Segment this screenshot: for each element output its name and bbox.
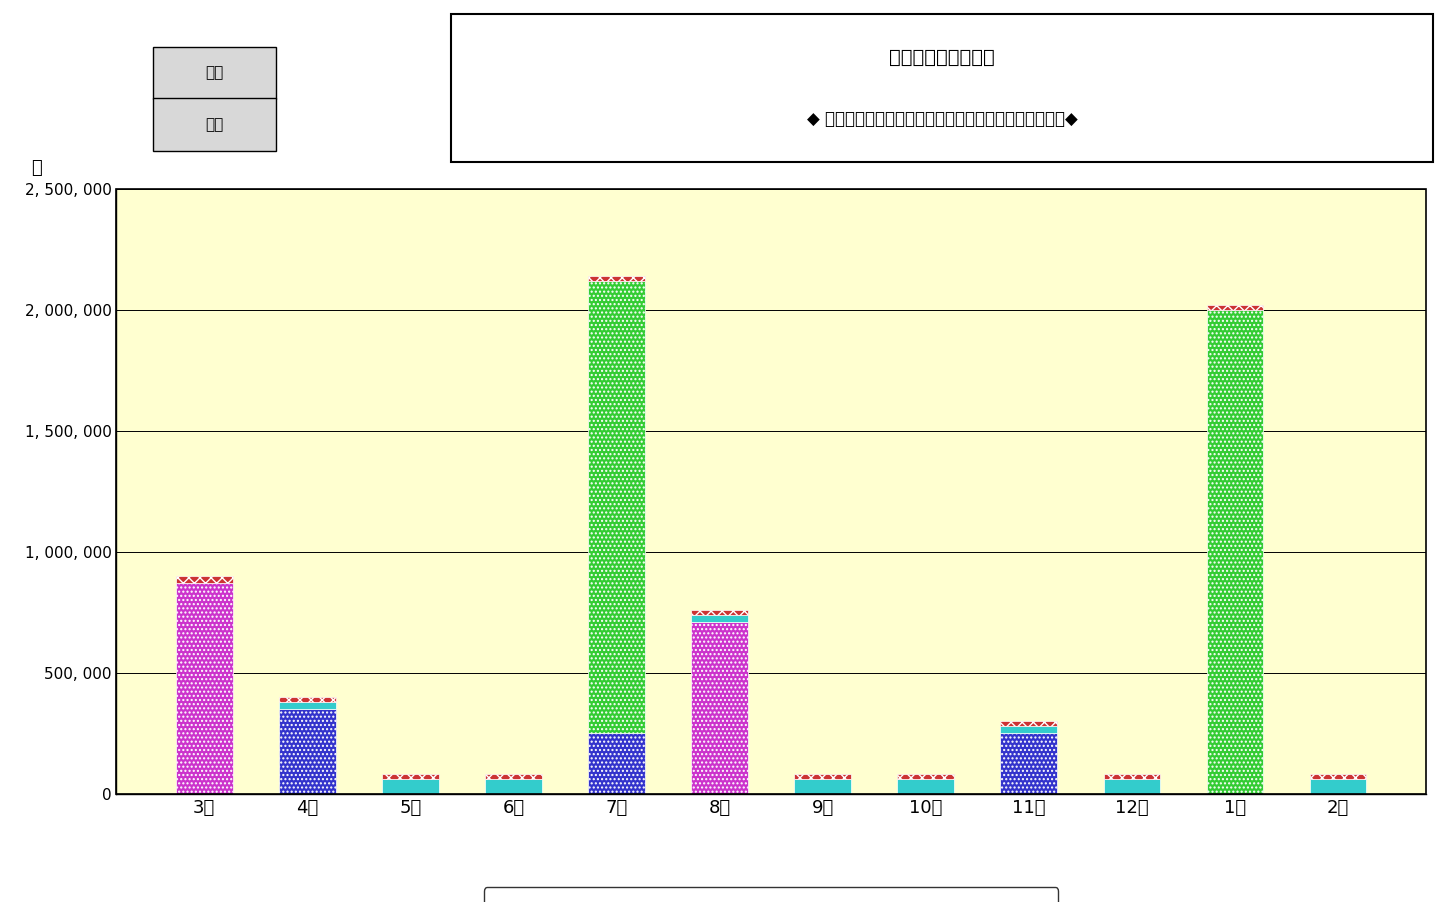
Bar — [1001, 733, 1058, 794]
Legend: 所 得 税, 源泉所得税, 消 費 税, 国民健保, 国民年金: 所 得 税, 源泉所得税, 消 費 税, 国民健保, 国民年金 — [485, 888, 1058, 902]
Bar — [383, 775, 439, 779]
Bar — [1310, 775, 1366, 779]
Bar — [485, 775, 541, 779]
Bar — [691, 610, 748, 615]
Bar — [1103, 775, 1160, 779]
Bar — [1001, 726, 1058, 733]
Bar — [898, 775, 954, 779]
Bar — [279, 697, 336, 702]
Bar — [898, 779, 954, 794]
Bar — [1310, 779, 1366, 794]
Bar — [279, 702, 336, 709]
Bar — [691, 615, 748, 622]
Text: 円: 円 — [32, 160, 42, 178]
Bar — [588, 276, 645, 281]
Bar — [383, 779, 439, 794]
Text: 戻る: 戻る — [205, 117, 224, 132]
Bar — [588, 281, 645, 733]
Bar — [1001, 722, 1058, 726]
Bar — [1206, 306, 1263, 310]
Bar — [176, 576, 233, 584]
Bar — [1103, 779, 1160, 794]
Text: 【個人納税予定表】: 【個人納税予定表】 — [889, 48, 995, 67]
Bar — [588, 733, 645, 794]
Bar — [1206, 310, 1263, 794]
Text: ◆ 毎月の資金繰りの目安にして下さい（国税・その他）◆: ◆ 毎月の資金繰りの目安にして下さい（国税・その他）◆ — [806, 110, 1078, 128]
Bar — [279, 709, 336, 794]
Bar — [691, 622, 748, 794]
Bar — [485, 779, 541, 794]
Text: 印刷: 印刷 — [205, 66, 224, 80]
Bar — [176, 584, 233, 794]
Bar — [794, 775, 851, 779]
Bar — [794, 779, 851, 794]
